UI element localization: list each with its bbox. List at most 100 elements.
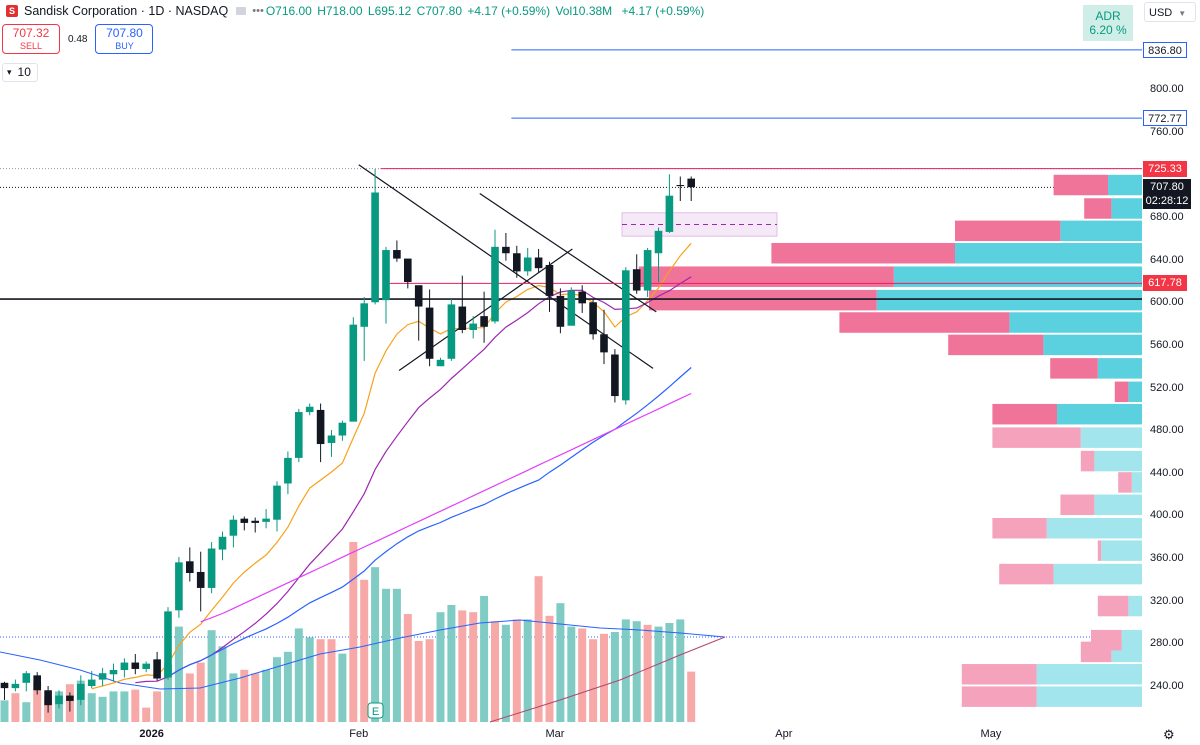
- candle-body: [273, 485, 281, 520]
- volume-bar: [610, 632, 619, 722]
- volume-bar: [676, 619, 685, 722]
- volume-profile: [638, 174, 1142, 707]
- volume-profile-buy-bar: [955, 242, 1142, 264]
- change-value-secondary: +4.17 (+0.59%): [621, 4, 705, 18]
- price-tick: 760.00: [1150, 125, 1184, 138]
- time-tick: Apr: [775, 728, 793, 740]
- eye-icon[interactable]: [236, 7, 247, 15]
- candle: [66, 692, 74, 712]
- currency-value: USD: [1149, 7, 1173, 19]
- more-icon[interactable]: •••: [252, 5, 264, 17]
- candle-body: [98, 673, 107, 680]
- settings-gear-icon[interactable]: ⚙: [1163, 727, 1175, 742]
- candle: [469, 316, 477, 339]
- candle-body: [305, 406, 314, 413]
- candle: [654, 227, 663, 283]
- candle-body: [109, 670, 118, 675]
- candle-body: [589, 302, 597, 335]
- candle-body: [513, 253, 521, 272]
- volume-profile-buy-bar: [1121, 629, 1142, 651]
- candle: [305, 403, 314, 416]
- candle-body: [600, 334, 608, 353]
- candle: [393, 240, 401, 262]
- sandisk-logo-icon: S: [6, 5, 18, 17]
- volume-bar: [229, 673, 238, 722]
- volume-bar: [218, 646, 227, 722]
- volume-profile-sell-bar: [992, 427, 1081, 448]
- candle: [622, 267, 630, 405]
- volume-bar: [414, 641, 423, 722]
- ma20-line: [135, 276, 692, 684]
- candle-body: [295, 412, 303, 458]
- candle: [77, 675, 85, 706]
- candle-body: [316, 409, 325, 445]
- sell-button[interactable]: 707.32 SELL: [2, 24, 60, 54]
- volume-bar: [87, 693, 96, 722]
- volume-profile-sell-bar: [1084, 198, 1112, 219]
- candle-body: [382, 250, 390, 301]
- price-level-label[interactable]: 725.33: [1143, 160, 1187, 177]
- candle: [175, 557, 183, 618]
- candle-body: [545, 264, 554, 296]
- price-level-label[interactable]: 772.77: [1143, 110, 1187, 127]
- volume-bar: [578, 628, 587, 722]
- volume-bar: [654, 626, 663, 722]
- price-tick: 640.00: [1150, 253, 1184, 266]
- price-tick: 440.00: [1150, 466, 1184, 479]
- volume-bars: [0, 542, 696, 722]
- volume-bar: [196, 662, 205, 722]
- candle: [436, 357, 445, 367]
- volume-profile-sell-bar: [1114, 381, 1129, 403]
- volume-bar: [207, 630, 216, 722]
- candle-body: [676, 185, 685, 187]
- candle-body: [643, 250, 652, 291]
- volume-bar: [273, 657, 281, 722]
- ma100-line: [200, 392, 692, 623]
- candle: [153, 651, 161, 681]
- volume-bar: [545, 615, 554, 722]
- volume-bar: [294, 628, 303, 722]
- candle-body: [218, 536, 227, 550]
- volume-bar: [33, 682, 42, 722]
- candle-body: [207, 548, 216, 588]
- currency-select[interactable]: USD ▼: [1144, 2, 1196, 22]
- sell-label: SELL: [19, 41, 43, 51]
- price-level-label[interactable]: 836.80: [1143, 41, 1187, 58]
- candle: [480, 291, 488, 343]
- buy-price: 707.80: [106, 26, 143, 40]
- price-level-label[interactable]: 617.78: [1143, 275, 1187, 292]
- indicators-toggle[interactable]: ▾ 10: [2, 63, 38, 82]
- buy-button[interactable]: 707.80 BUY: [95, 24, 154, 54]
- volume-profile-sell-bar: [638, 266, 894, 287]
- bar-countdown: 02:28:12: [1145, 195, 1189, 208]
- trendline: [358, 164, 654, 369]
- last-price-label: 707.80 02:28:12: [1143, 179, 1191, 210]
- candle-body: [632, 269, 641, 291]
- volume-profile-sell-bar: [999, 563, 1054, 585]
- price-tick: 600.00: [1150, 296, 1184, 309]
- symbol-title[interactable]: Sandisk Corporation · 1D · NASDAQ: [24, 4, 229, 18]
- candle: [316, 403, 325, 463]
- candle-body: [66, 695, 74, 701]
- candle-body: [567, 290, 576, 326]
- volume-bar: [512, 619, 521, 722]
- sell-price: 707.32: [12, 26, 50, 40]
- candle-body: [360, 303, 368, 327]
- candle: [349, 317, 358, 422]
- candle-body: [44, 690, 52, 706]
- candle-body: [469, 323, 477, 330]
- candle: [589, 299, 597, 340]
- candle: [534, 248, 543, 273]
- candles: [0, 169, 695, 713]
- candle: [33, 672, 41, 695]
- candle: [687, 176, 695, 202]
- candle: [131, 654, 140, 675]
- volume-profile-buy-bar: [1108, 174, 1142, 196]
- volume-bar: [240, 669, 249, 722]
- volume-profile-sell-bar: [1050, 358, 1098, 379]
- candle-body: [414, 285, 423, 307]
- volume-profile-buy-bar: [1036, 686, 1142, 707]
- candle-body: [284, 457, 292, 484]
- time-tick: 2026: [139, 728, 164, 740]
